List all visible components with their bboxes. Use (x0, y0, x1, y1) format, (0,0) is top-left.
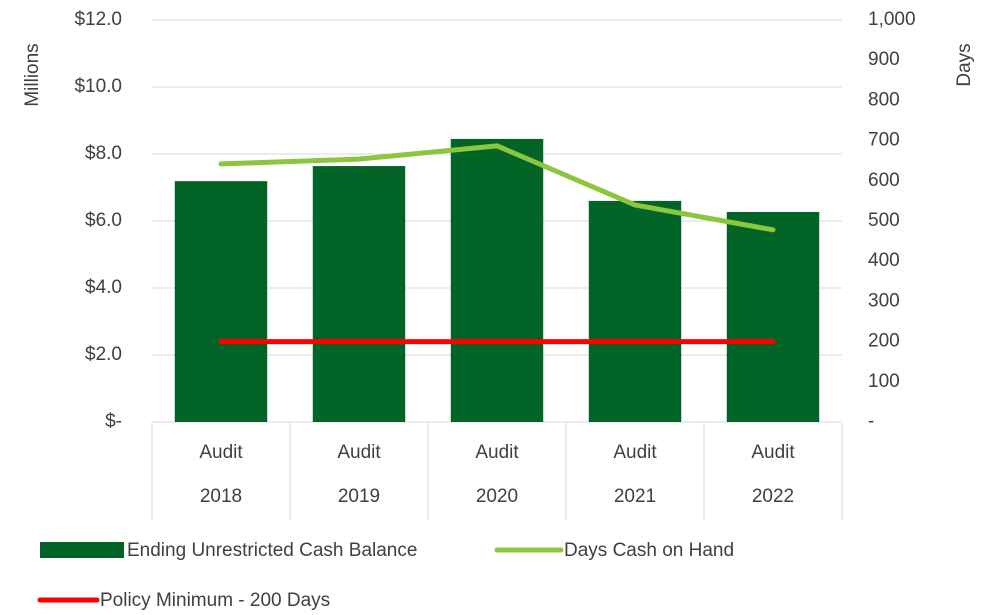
y-axis-label: Millions (22, 43, 43, 106)
y2-tick-label: 900 (868, 49, 900, 70)
y2-tick-label: 300 (868, 290, 900, 311)
legend-label: Ending Unrestricted Cash Balance (127, 540, 417, 561)
legend-label: Policy Minimum - 200 Days (100, 590, 330, 611)
y2-tick-label: 1,000 (868, 9, 916, 30)
y2-tick-label: 700 (868, 130, 900, 151)
bar (588, 200, 682, 422)
x-tick-label: 2019 (338, 486, 380, 507)
y2-tick-label: 500 (868, 210, 900, 231)
x-tick-label: Audit (751, 442, 795, 463)
y-tick-label: $- (105, 411, 122, 432)
x-tick-label: 2021 (614, 486, 656, 507)
y-tick-label: $4.0 (85, 277, 122, 298)
y-tick-label: $2.0 (85, 344, 122, 365)
bar (312, 166, 406, 422)
y-tick-label: $12.0 (74, 9, 122, 30)
y2-tick-label: 800 (868, 89, 900, 110)
bar (450, 138, 544, 423)
legend-label: Days Cash on Hand (564, 540, 734, 561)
y-tick-label: $8.0 (85, 143, 122, 164)
y-tick-label: $10.0 (74, 76, 122, 97)
legend-swatch (40, 542, 124, 558)
x-tick-label: 2020 (476, 486, 518, 507)
y-tick-label: $6.0 (85, 210, 122, 231)
y2-tick-label: 200 (868, 331, 900, 352)
y2-tick-label: 100 (868, 371, 900, 392)
x-tick-label: Audit (613, 442, 657, 463)
x-tick-label: Audit (199, 442, 243, 463)
x-tick-label: Audit (337, 442, 381, 463)
y2-tick-label: 400 (868, 250, 900, 271)
bar (726, 211, 820, 422)
y2-tick-label: - (868, 411, 874, 432)
y2-tick-label: 600 (868, 170, 900, 191)
x-tick-label: 2022 (752, 486, 794, 507)
bar (174, 181, 268, 422)
x-tick-label: Audit (475, 442, 519, 463)
y2-axis-label: Days (954, 43, 975, 86)
x-tick-label: 2018 (200, 486, 242, 507)
line (218, 143, 776, 233)
